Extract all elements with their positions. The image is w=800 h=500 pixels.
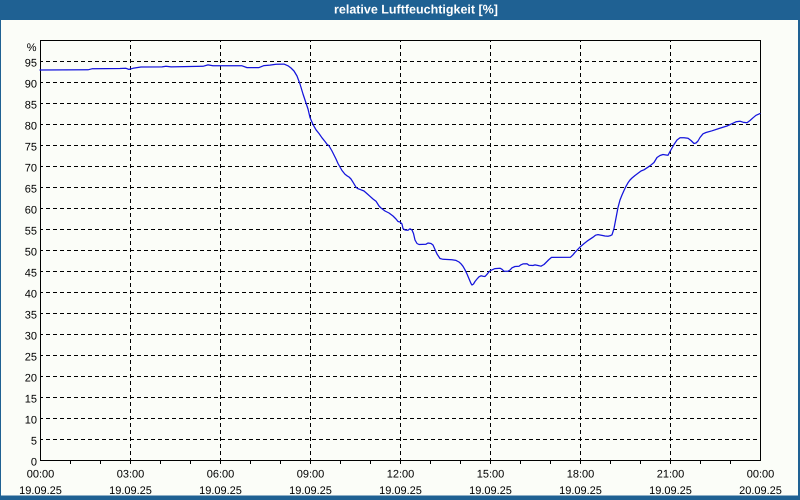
svg-text:25: 25 xyxy=(25,352,37,364)
svg-text:90: 90 xyxy=(25,79,37,91)
svg-text:10: 10 xyxy=(25,415,37,427)
svg-text:15: 15 xyxy=(25,394,37,406)
svg-text:45: 45 xyxy=(25,268,37,280)
svg-text:19.09.25: 19.09.25 xyxy=(649,485,692,497)
svg-text:65: 65 xyxy=(25,184,37,196)
svg-text:20: 20 xyxy=(25,373,37,385)
svg-text:35: 35 xyxy=(25,310,37,322)
svg-text:00:00: 00:00 xyxy=(747,469,775,481)
svg-text:20.09.25: 20.09.25 xyxy=(739,485,782,497)
svg-text:%: % xyxy=(27,42,37,54)
svg-text:75: 75 xyxy=(25,142,37,154)
svg-text:21:00: 21:00 xyxy=(657,469,685,481)
svg-text:19.09.25: 19.09.25 xyxy=(469,485,512,497)
svg-text:80: 80 xyxy=(25,121,37,133)
svg-text:19.09.25: 19.09.25 xyxy=(289,485,332,497)
svg-text:0: 0 xyxy=(31,457,37,469)
svg-text:09:00: 09:00 xyxy=(297,469,325,481)
svg-text:60: 60 xyxy=(25,205,37,217)
svg-text:03:00: 03:00 xyxy=(117,469,145,481)
svg-text:40: 40 xyxy=(25,289,37,301)
svg-text:19.09.25: 19.09.25 xyxy=(559,485,602,497)
svg-text:06:00: 06:00 xyxy=(207,469,235,481)
svg-text:5: 5 xyxy=(31,436,37,448)
svg-text:19.09.25: 19.09.25 xyxy=(379,485,422,497)
svg-text:12:00: 12:00 xyxy=(387,469,415,481)
svg-text:70: 70 xyxy=(25,163,37,175)
svg-text:19.09.25: 19.09.25 xyxy=(199,485,242,497)
svg-text:19.09.25: 19.09.25 xyxy=(19,485,62,497)
svg-text:18:00: 18:00 xyxy=(567,469,595,481)
svg-text:15:00: 15:00 xyxy=(477,469,505,481)
svg-text:30: 30 xyxy=(25,331,37,343)
svg-text:00:00: 00:00 xyxy=(27,469,55,481)
svg-text:50: 50 xyxy=(25,247,37,259)
svg-text:19.09.25: 19.09.25 xyxy=(109,485,152,497)
svg-text:85: 85 xyxy=(25,100,37,112)
svg-text:55: 55 xyxy=(25,226,37,238)
svg-text:95: 95 xyxy=(25,58,37,70)
svg-text:relative Luftfeuchtigkeit [%]: relative Luftfeuchtigkeit [%] xyxy=(334,2,498,16)
